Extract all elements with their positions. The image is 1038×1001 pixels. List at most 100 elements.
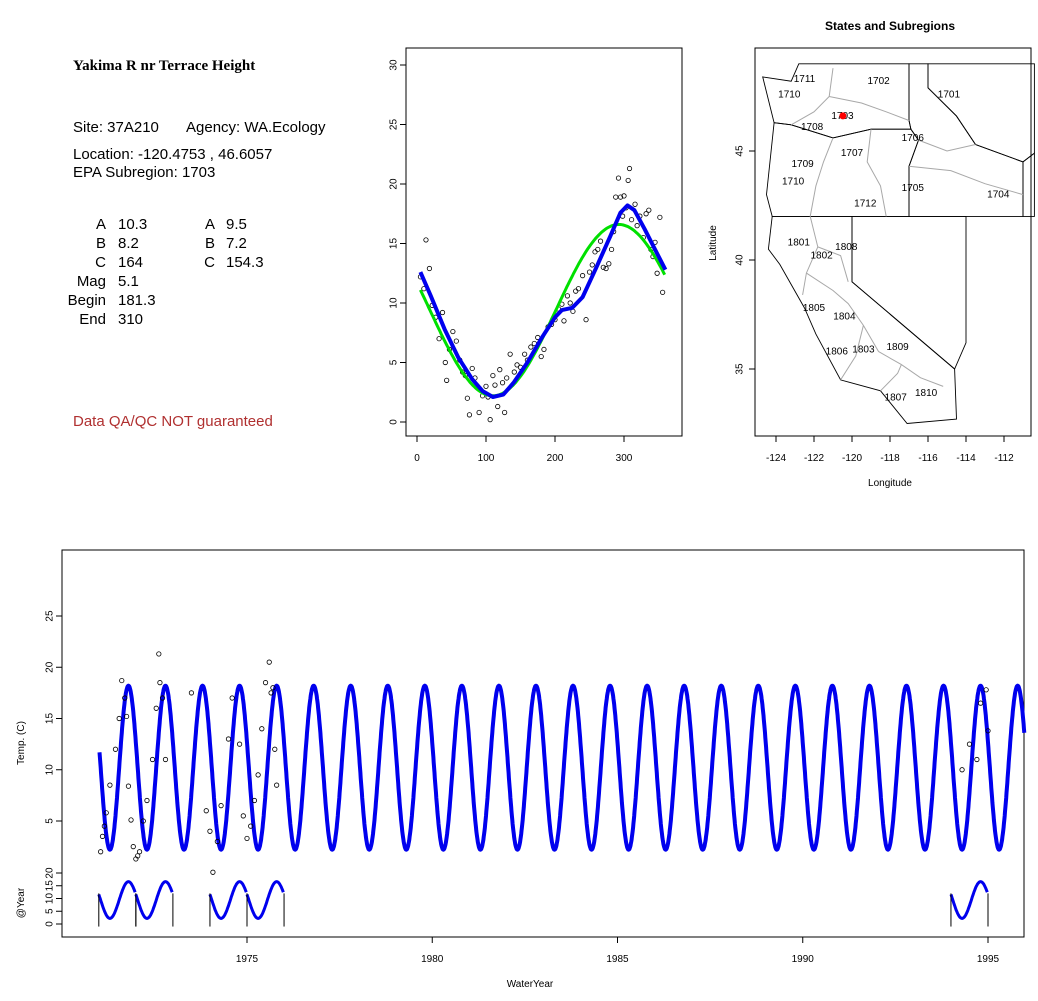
y-tick-label: 20	[389, 178, 400, 190]
overlay-year-curve	[134, 880, 174, 920]
observation-point	[240, 813, 246, 819]
subregion-label: 1701	[938, 89, 961, 100]
data-point	[564, 293, 571, 299]
data-point	[632, 201, 638, 207]
subregion-label: 1706	[902, 133, 925, 144]
observation-point	[248, 823, 254, 829]
y-tick-label: 10	[389, 297, 400, 309]
param-name: A	[95, 216, 106, 233]
observation-point	[162, 756, 169, 763]
param-value: 164	[118, 254, 144, 271]
data-point	[589, 262, 595, 268]
map-frame	[754, 47, 1032, 437]
subregion-boundary	[878, 351, 944, 387]
x-tick-label: 300	[616, 453, 633, 464]
data-point	[492, 382, 498, 388]
data-point	[423, 237, 429, 243]
subregion-boundary	[809, 137, 834, 217]
observation-point	[966, 741, 973, 747]
observation-point	[244, 835, 250, 842]
data-point	[600, 264, 606, 270]
data-point	[573, 288, 579, 294]
data-point	[538, 353, 544, 360]
param-value: 7.2	[226, 235, 247, 252]
data-point	[495, 403, 501, 410]
data-point	[657, 214, 663, 220]
param-value: 154.3	[226, 254, 264, 271]
data-point	[615, 175, 622, 181]
subregion-label: 1707	[841, 148, 864, 159]
y-tick-label: 20	[45, 661, 56, 673]
observation-point	[203, 808, 209, 814]
fit-curve-blue	[418, 203, 668, 399]
data-point	[483, 383, 489, 389]
x-tick-label: -122	[804, 453, 824, 464]
param-name: End	[79, 311, 106, 328]
data-point	[643, 211, 649, 217]
subregion-label: 1802	[810, 251, 833, 262]
timeseries-y-label: Temp. (C)	[16, 721, 27, 765]
data-point	[621, 193, 627, 199]
observation-point	[210, 869, 216, 875]
state-outline	[762, 63, 912, 139]
y-tick-label: 0	[389, 419, 400, 425]
observation-point	[977, 700, 984, 706]
overlay-year-curve	[245, 880, 285, 920]
y-tick-label: 10	[45, 764, 56, 776]
data-point	[426, 265, 433, 272]
data-point	[654, 270, 660, 276]
seasonal-temperature-line	[97, 683, 1027, 852]
observation-point	[274, 782, 280, 788]
subregion-boundary	[802, 216, 819, 295]
data-point	[583, 317, 589, 323]
data-point	[634, 223, 640, 229]
param-name: A	[204, 216, 215, 233]
observation-point	[156, 651, 162, 657]
data-point	[613, 194, 619, 200]
data-point	[439, 309, 446, 316]
observation-point	[149, 756, 156, 763]
subregion-label: 1804	[833, 312, 856, 323]
overlay-y-label: @Year	[16, 887, 27, 918]
observation-point	[270, 685, 276, 691]
subregion-label: 1709	[791, 159, 814, 170]
data-point	[608, 246, 615, 253]
overlay-year-curve	[97, 880, 137, 920]
param-value: 9.5	[226, 216, 247, 233]
observation-point	[985, 728, 991, 734]
observation-point	[98, 849, 104, 855]
y-tick-label: 5	[389, 359, 400, 365]
subregion-label: 1705	[902, 183, 925, 194]
state-outline	[1022, 152, 1035, 217]
y-tick-label: 25	[45, 610, 56, 622]
param-name: Begin	[67, 292, 106, 309]
x-tick-label: -124	[766, 453, 786, 464]
param-value: 181.3	[118, 292, 156, 309]
data-point	[597, 238, 604, 244]
y-tick-label: 35	[735, 363, 746, 375]
param-value: 10.3	[118, 216, 148, 233]
subregion-boundary	[817, 246, 849, 282]
observation-point	[214, 838, 220, 845]
data-point	[502, 409, 508, 416]
subregion-label: 1810	[915, 388, 938, 399]
data-point	[579, 273, 586, 279]
observation-point	[123, 713, 130, 720]
y-tick-label: 30	[389, 59, 400, 71]
data-point	[442, 359, 448, 366]
data-point	[528, 344, 534, 350]
y-tick-label: 40	[735, 254, 746, 266]
seasonal-plot-frame	[405, 47, 683, 437]
observation-point	[130, 844, 136, 850]
y-tick-label: 15	[45, 713, 56, 725]
data-point	[514, 362, 520, 368]
subregion-label: 1803	[852, 344, 875, 355]
observation-point	[116, 715, 122, 722]
data-point	[522, 351, 528, 357]
station-info-panel: Yakima R nr Terrace Height Site: 37A210 …	[0, 0, 380, 460]
overlay-y-tick-label: 5	[45, 908, 56, 914]
observation-point	[207, 828, 213, 834]
overlay-y-tick-label: 0	[45, 921, 56, 927]
data-point	[575, 286, 582, 292]
data-point	[561, 318, 567, 324]
